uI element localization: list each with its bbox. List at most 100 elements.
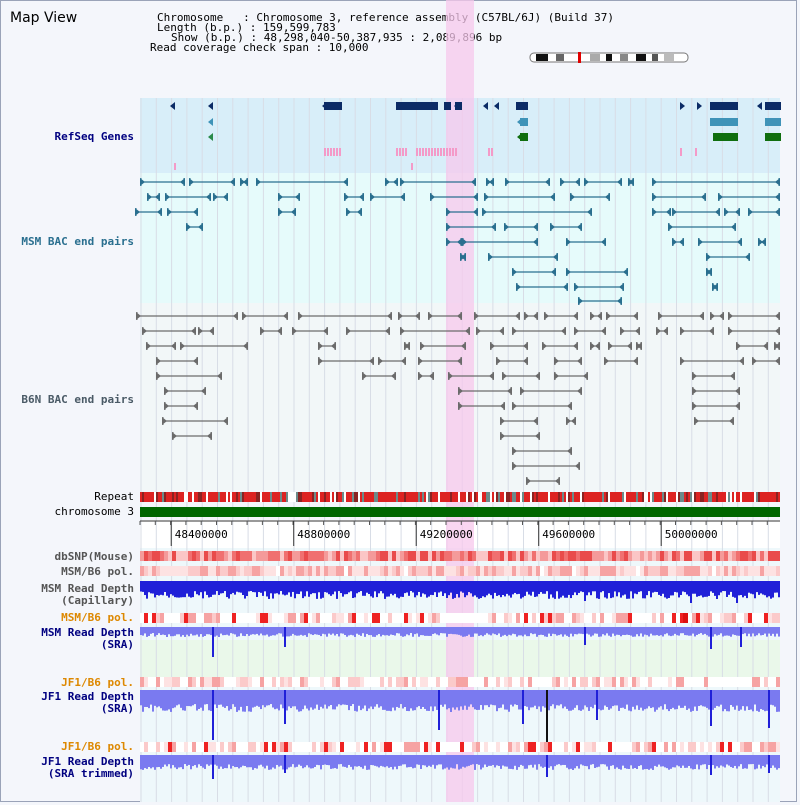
- jf1-sra-depth-bar: [366, 690, 368, 712]
- msm-sra-depth-bar: [344, 627, 346, 635]
- msm-b6-pol-bin: [632, 566, 636, 576]
- msm-capillary-depth-bar: [656, 581, 658, 592]
- jf1-b6-pol-2-bin: [644, 742, 648, 752]
- read-depth-tracks[interactable]: [140, 581, 780, 779]
- msm-sra-depth-bar: [370, 627, 372, 636]
- jf1-b6-pol-2-bin: [628, 742, 632, 752]
- msm-capillary-depth-bar: [766, 581, 768, 598]
- jf1-b6-pol-bin: [540, 677, 544, 687]
- repeat-element: [350, 492, 352, 502]
- repeat-element: [630, 492, 632, 502]
- jf1-trimmed-depth-bar: [174, 755, 176, 768]
- repeat-element: [772, 492, 774, 502]
- jf1-sra-depth-bar: [432, 690, 434, 712]
- jf1-b6-pol-bin: [676, 677, 680, 687]
- gene-arrow: [208, 133, 213, 141]
- jf1-sra-depth-bar: [160, 690, 162, 709]
- dbsnp-bin: [492, 551, 496, 561]
- jf1-trimmed-depth-bar: [258, 755, 260, 766]
- msm-b6-pol-2-bin: [620, 613, 624, 623]
- jf1-trimmed-depth-bar: [562, 755, 564, 765]
- jf1-b6-pol-bin: [140, 677, 144, 687]
- jf1-trimmed-depth-bar: [758, 755, 760, 765]
- jf1-sra-depth-bar: [376, 690, 378, 705]
- jf1-sra-depth-bar: [506, 690, 508, 710]
- msm-sra-depth-bar: [178, 627, 180, 635]
- dbsnp-bin: [168, 551, 172, 561]
- msm-b6-pol-bin: [380, 566, 384, 576]
- jf1-b6-pol-bin: [688, 677, 692, 687]
- dbsnp-bin: [364, 551, 368, 561]
- jf1-trimmed-depth-bar: [756, 755, 758, 769]
- msm-b6-pol-2-bin: [264, 613, 268, 623]
- jf1-b6-pol-2-bin: [444, 742, 448, 752]
- jf1-trimmed-depth-bar: [370, 755, 372, 765]
- dbsnp-bin: [156, 551, 160, 561]
- msm-sra-depth-bar: [288, 627, 290, 637]
- repeat-element: [300, 492, 302, 502]
- jf1-trimmed-depth-bar: [256, 755, 258, 769]
- msm-capillary-depth-bar: [594, 581, 596, 592]
- jf1-b6-pol-2-bin: [504, 742, 508, 752]
- jf1-b6-pol-2-bin: [496, 742, 500, 752]
- jf1-sra-depth-bar: [330, 690, 332, 705]
- repeat-element: [468, 492, 470, 502]
- jf1-trimmed-depth-bar: [466, 755, 468, 767]
- jf1-sra-depth-bar: [362, 690, 364, 709]
- repeat-element: [218, 492, 220, 502]
- jf1-trimmed-depth-bar: [314, 755, 316, 767]
- repeat-element: [582, 492, 584, 502]
- jf1-trimmed-depth-bar: [268, 755, 270, 770]
- jf1-trimmed-depth-bar: [296, 755, 298, 767]
- dbsnp-bin: [480, 551, 484, 561]
- msm-capillary-depth-bar: [320, 581, 322, 599]
- jf1-b6-pol-bin: [392, 677, 396, 687]
- msm-bac-track[interactable]: [135, 178, 780, 305]
- repeat-track[interactable]: [140, 492, 780, 502]
- msm-sra-depth-bar: [392, 627, 394, 635]
- ruler-tick-label: 49200000: [420, 528, 473, 541]
- refseq-genes-track[interactable]: [170, 102, 781, 170]
- msm-b6-pol-2-bin: [656, 613, 660, 623]
- msm-capillary-depth-bar: [552, 581, 554, 598]
- jf1-b6-pol-bin: [732, 677, 736, 687]
- msm-b6-pol-2-bin: [428, 613, 432, 623]
- jf1-sra-depth-bar: [520, 690, 522, 710]
- msm-sra-depth-bar: [738, 627, 740, 636]
- jf1-sra-depth-bar: [480, 690, 482, 706]
- msm-sra-depth-bar: [142, 627, 144, 636]
- chromosome-bar[interactable]: [140, 507, 780, 517]
- repeat-element: [354, 492, 356, 502]
- msm-b6-pol-2-bin: [596, 613, 600, 623]
- msm-sra-depth-bar: [284, 627, 286, 647]
- jf1-sra-depth-bar: [730, 690, 732, 706]
- msm-b6-pol-bin: [764, 566, 768, 576]
- repeat-element: [340, 492, 342, 502]
- jf1-trimmed-depth-bar: [334, 755, 336, 769]
- msm-b6-pol-2-bin: [688, 613, 692, 623]
- msm-sra-depth-bar: [230, 627, 232, 634]
- msm-sra-depth-bar: [560, 627, 562, 635]
- msm-b6-pol-bin: [536, 566, 540, 576]
- msm-capillary-depth-bar: [264, 581, 266, 592]
- jf1-trimmed-depth-bar: [670, 755, 672, 769]
- msm-b6-pol-2-bin: [392, 613, 396, 623]
- chromosome-ideogram[interactable]: [529, 52, 689, 63]
- msm-sra-depth-bar: [666, 627, 668, 634]
- jf1-sra-depth-bar: [710, 690, 712, 726]
- msm-capillary-depth-bar: [698, 581, 700, 597]
- jf1-trimmed-depth-bar: [694, 755, 696, 770]
- jf1-sra-depth-bar: [346, 690, 348, 705]
- jf1-sra-depth-bar: [668, 690, 670, 712]
- jf1-sra-depth-bar: [326, 690, 328, 709]
- msm-sra-depth-bar: [606, 627, 608, 634]
- msm-b6-pol-2-bin: [268, 613, 272, 623]
- b6n-bac-track[interactable]: [136, 312, 780, 485]
- polymorphism-tracks[interactable]: [140, 551, 780, 752]
- highlight-region[interactable]: [446, 0, 474, 802]
- jf1-sra-depth-bar: [234, 690, 236, 707]
- jf1-trimmed-depth-bar: [584, 755, 586, 766]
- msm-capillary-depth-bar: [426, 581, 428, 598]
- msm-sra-depth-bar: [378, 627, 380, 635]
